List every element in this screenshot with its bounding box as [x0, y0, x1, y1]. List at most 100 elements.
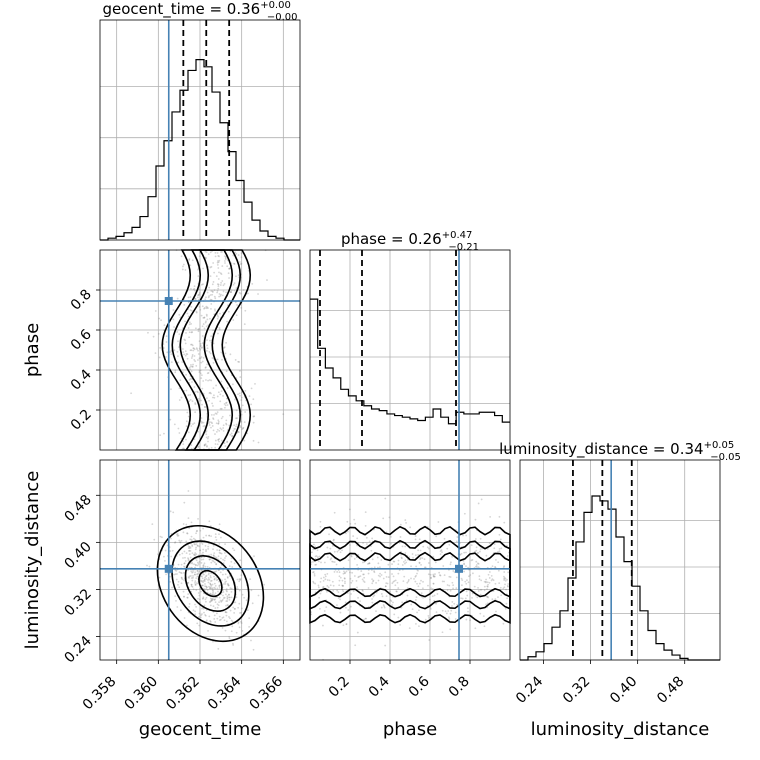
sample-point	[488, 542, 491, 545]
sample-point	[190, 370, 193, 373]
sample-point	[190, 343, 192, 346]
sample-point	[494, 566, 497, 569]
sample-point	[176, 533, 178, 536]
sample-point	[202, 596, 205, 599]
sample-point	[178, 586, 181, 589]
sample-point	[384, 571, 387, 574]
sample-point	[480, 579, 483, 582]
sample-point	[212, 560, 215, 563]
sample-point	[507, 571, 510, 574]
sample-point	[204, 600, 207, 603]
sample-point	[219, 284, 222, 286]
sample-point	[338, 575, 341, 578]
sample-point	[214, 433, 216, 435]
sample-point	[476, 596, 479, 599]
sample-point	[440, 549, 443, 551]
sample-point	[460, 597, 463, 600]
sample-point	[253, 415, 256, 418]
sample-point	[200, 374, 203, 377]
sample-point	[202, 566, 204, 569]
sample-point	[390, 600, 393, 602]
sample-point	[242, 426, 245, 429]
sample-point	[187, 327, 190, 329]
sample-point	[216, 283, 219, 286]
sample-point	[216, 291, 219, 294]
sample-point	[206, 397, 208, 400]
sample-point	[201, 403, 203, 406]
sample-point	[199, 252, 201, 254]
sample-point	[183, 617, 186, 619]
sample-point	[372, 595, 375, 598]
sample-point	[191, 400, 194, 403]
sample-point	[392, 560, 395, 563]
sample-point	[234, 398, 236, 401]
sample-point	[201, 584, 203, 587]
sample-point	[170, 555, 173, 558]
sample-point	[214, 607, 217, 609]
sample-point	[234, 251, 237, 254]
sample-point	[349, 571, 351, 574]
sample-point	[463, 512, 466, 515]
sample-point	[219, 400, 222, 403]
sample-point	[212, 554, 215, 557]
sample-point	[228, 267, 231, 270]
sample-point	[229, 587, 232, 590]
sample-point	[216, 428, 219, 431]
sample-point	[211, 293, 214, 296]
sample-point	[232, 254, 235, 257]
sample-point	[452, 570, 455, 572]
sample-point	[452, 584, 455, 587]
sample-point	[218, 580, 220, 583]
sample-point	[240, 413, 243, 416]
sample-point	[183, 565, 185, 568]
sample-point	[371, 578, 373, 581]
sample-point	[191, 259, 194, 262]
sample-point	[220, 251, 222, 253]
sample-point	[464, 597, 467, 600]
sample-point	[331, 560, 334, 563]
sample-point	[203, 307, 205, 310]
sample-point	[345, 570, 348, 573]
sample-point	[392, 601, 394, 604]
sample-point	[365, 543, 368, 545]
sample-point	[202, 527, 204, 530]
x-tick-label-geocent_time: 0.360	[121, 674, 161, 714]
sample-point	[216, 617, 219, 620]
sample-point	[178, 346, 180, 348]
sample-point	[235, 417, 237, 420]
sample-point	[449, 589, 452, 592]
panel-title-geocent_time: geocent_time = 0.36+0.00 −0.00	[103, 0, 298, 23]
sample-point	[216, 578, 219, 581]
sample-point	[206, 586, 208, 589]
sample-point	[477, 586, 479, 589]
sample-point	[503, 579, 506, 582]
sample-point	[202, 421, 205, 424]
sample-point	[240, 620, 242, 623]
sample-point	[485, 578, 487, 581]
sample-point	[174, 573, 177, 576]
sample-point	[332, 589, 335, 592]
sample-point	[209, 391, 212, 394]
sample-point	[339, 551, 342, 554]
sample-point	[366, 563, 369, 565]
sample-point	[486, 588, 488, 591]
sample-point	[342, 572, 345, 575]
sample-point	[209, 421, 211, 423]
sample-point	[356, 631, 359, 634]
sample-point	[220, 281, 222, 284]
sample-point	[361, 590, 364, 592]
sample-point	[239, 376, 242, 378]
sample-point	[431, 595, 434, 598]
sample-point	[393, 580, 396, 582]
sample-point	[312, 548, 315, 551]
sample-point	[342, 590, 345, 593]
sample-point	[199, 342, 202, 345]
sample-point	[226, 576, 229, 579]
sample-point	[183, 303, 186, 306]
x-tick-label-luminosity_distance: 0.40	[607, 674, 640, 707]
sample-point	[182, 263, 185, 266]
sample-point	[373, 594, 376, 597]
sample-point	[435, 611, 438, 614]
sample-point	[194, 613, 197, 616]
sample-point	[187, 394, 190, 397]
